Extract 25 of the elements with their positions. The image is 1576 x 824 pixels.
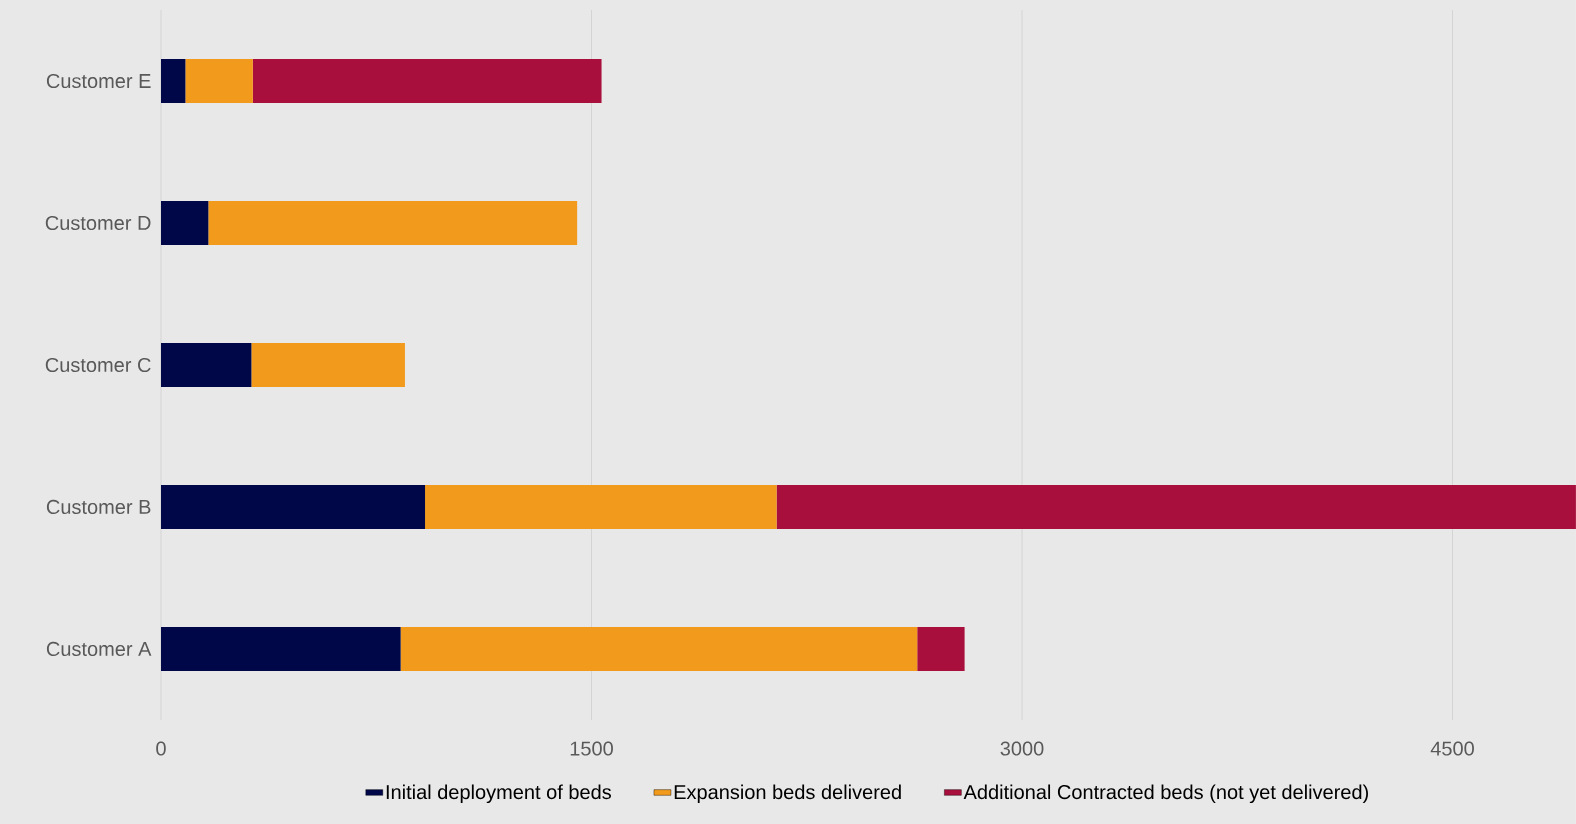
- x-tick-label: 3000: [1000, 741, 1044, 756]
- bar: [160, 343, 252, 387]
- bar: [160, 59, 186, 104]
- y-tick-label: Customer A: [46, 641, 152, 657]
- bar: [160, 484, 426, 529]
- bar: [776, 484, 1576, 529]
- bar: [160, 626, 401, 671]
- bar: [251, 343, 405, 387]
- bar: [160, 201, 209, 246]
- y-tick-label: Customer C: [45, 357, 151, 373]
- bar: [425, 484, 777, 529]
- bar: [185, 59, 253, 104]
- bar: [252, 59, 602, 104]
- x-tick-label: 1500: [570, 741, 613, 756]
- x-tick-label: 0: [156, 741, 166, 756]
- bar: [400, 626, 918, 671]
- y-tick-label: Customer D: [45, 215, 151, 231]
- x-tick-label: 4500: [1430, 741, 1474, 756]
- legend-label: Initial deployment of beds: [386, 784, 611, 804]
- legend-label: Additional Contracted beds (not yet delivered): [963, 784, 1368, 804]
- bar: [917, 626, 965, 671]
- bar: [208, 201, 578, 246]
- y-tick-label: Customer B: [46, 499, 151, 515]
- legend-label: Expansion beds delivered: [674, 784, 901, 804]
- y-tick-label: Customer E: [46, 73, 151, 89]
